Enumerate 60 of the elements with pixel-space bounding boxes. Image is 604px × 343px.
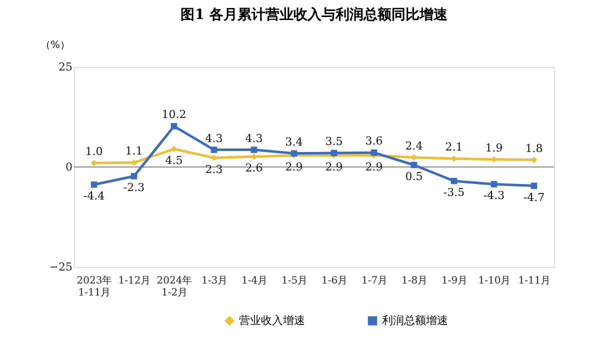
data-label: 4.3 (205, 132, 223, 145)
point (130, 173, 138, 180)
chart-title: 图1 各月累计营业收入与利润总额同比增速 (180, 6, 448, 23)
data-label: 2.9 (285, 160, 303, 174)
point (330, 150, 338, 156)
x-tick-label: 1-6月 (321, 276, 348, 286)
x-tick-label: 2024年 1-2月 (156, 274, 192, 298)
legend-label: 营业收入增速 (239, 314, 305, 327)
data-label: 3.6 (365, 134, 383, 148)
point (170, 146, 178, 152)
data-label: -4.7 (523, 190, 545, 204)
data-label: -2.3 (123, 181, 145, 194)
point (250, 146, 258, 153)
x-tick-label: 1-8月 (401, 276, 428, 286)
data-label: 1.9 (485, 141, 503, 154)
y-tick-label: −25 (49, 260, 72, 274)
x-tick-label: 1-11月 (518, 276, 551, 286)
data-label: 2.9 (325, 160, 343, 174)
x-tick-label: 1-9月 (441, 276, 468, 286)
data-label: 4.3 (245, 132, 263, 145)
x-tick-label: 1-3月 (201, 276, 228, 286)
x-tick-label: 1-4月 (241, 276, 268, 286)
point (130, 159, 138, 166)
data-label: 10.2 (162, 108, 186, 122)
point (490, 156, 498, 163)
data-label: 2.4 (405, 139, 423, 152)
y-axis-title: （%） (40, 40, 70, 51)
point (90, 181, 98, 188)
y-tick-label: 0 (66, 160, 72, 174)
point (530, 182, 538, 189)
data-label: -3.5 (443, 186, 465, 199)
data-label: 2.3 (205, 162, 223, 176)
point (170, 123, 178, 130)
x-tick-label: 2023年 1-11月 (76, 274, 112, 298)
data-label: 2.9 (365, 160, 383, 174)
point (490, 181, 498, 188)
x-tick-label: 1-10月 (478, 276, 511, 286)
point (410, 162, 418, 168)
data-label: 2.6 (245, 162, 263, 175)
data-label: 2.1 (445, 140, 463, 154)
legend-label: 利润总额增速 (382, 314, 448, 327)
x-tick-label: 1-12月 (118, 276, 151, 286)
x-tick-label: 1-7月 (361, 276, 388, 286)
x-tick-label: 1-5月 (281, 276, 308, 286)
data-label: 1.1 (125, 144, 143, 158)
point (370, 149, 378, 156)
point (450, 155, 458, 162)
data-label: -4.4 (83, 190, 105, 203)
data-label: -4.3 (483, 189, 505, 202)
point (90, 160, 98, 166)
data-label: 1.8 (525, 142, 543, 155)
data-label: 3.5 (325, 135, 343, 148)
y-tick-label: 25 (58, 60, 72, 74)
point (210, 146, 218, 153)
point (450, 178, 458, 184)
point (210, 154, 218, 161)
data-label: 0.5 (405, 170, 423, 183)
data-label: 4.5 (165, 154, 183, 167)
data-label: 1.0 (85, 145, 103, 158)
data-label: 3.4 (285, 135, 303, 148)
